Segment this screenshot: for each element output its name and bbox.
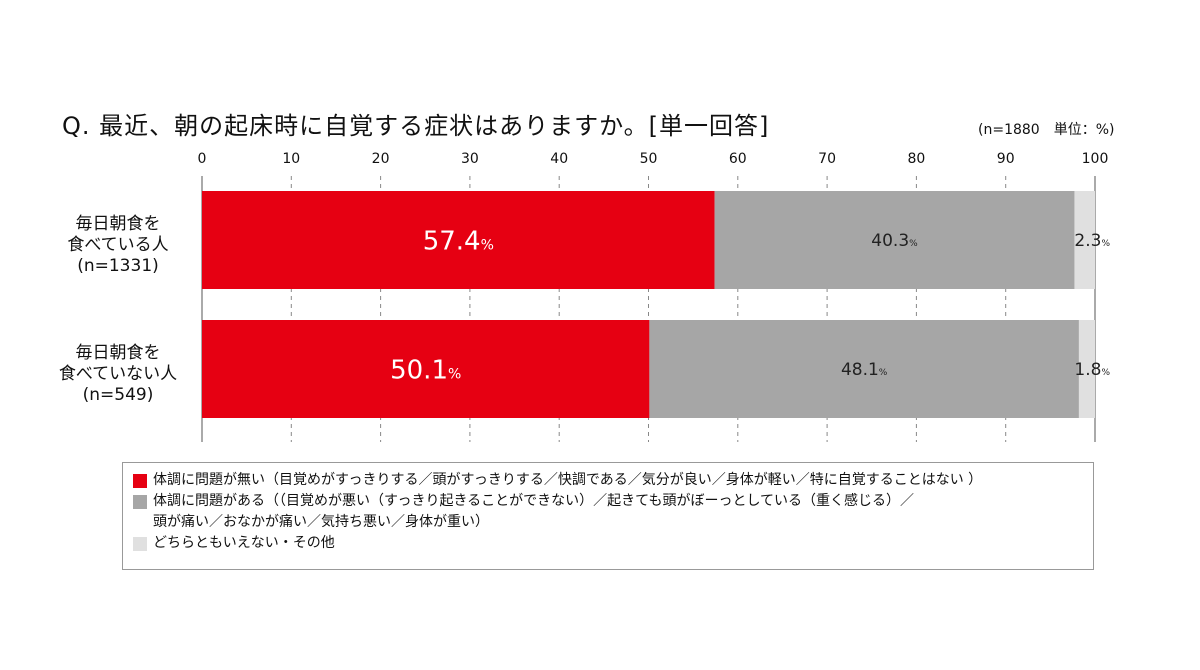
data-label: 50.1% xyxy=(390,355,461,385)
legend-label-no-problem: 体調に問題が無い（目覚めがすっきりする／頭がすっきりする／快調である／気分が良い… xyxy=(153,472,983,488)
legend-item-no-problem: 体調に問題が無い（目覚めがすっきりする／頭がすっきりする／快調である／気分が良い… xyxy=(133,470,1083,491)
bar-problem xyxy=(714,191,1075,289)
chart-title: Q. 最近、朝の起床時に自覚する症状はありますか。[単一回答] xyxy=(62,112,770,140)
x-tick-label: 80 xyxy=(907,151,925,167)
bar-no_problem xyxy=(202,320,650,418)
data-label: 1.8% xyxy=(1074,360,1110,380)
x-tick-label: 20 xyxy=(372,151,390,167)
category-label: 毎日朝食を xyxy=(76,343,161,363)
legend-label-other: どちらともいえない・その他 xyxy=(153,535,335,551)
legend-item-problem: 体調に問題がある（（目覚めが悪い（すっきり起きることができない）／起きても頭がぼ… xyxy=(133,491,1083,512)
data-label: 48.1% xyxy=(841,360,888,380)
bar-no_problem xyxy=(202,191,715,289)
category-label: 毎日朝食を xyxy=(76,214,161,234)
category-label: 食べている人 xyxy=(67,235,168,255)
legend: 体調に問題が無い（目覚めがすっきりする／頭がすっきりする／快調である／気分が良い… xyxy=(122,462,1094,570)
x-tick-label: 70 xyxy=(818,151,836,167)
bar-other xyxy=(1074,191,1095,289)
category-label: 食べていない人 xyxy=(59,364,177,384)
x-tick-label: 50 xyxy=(640,151,658,167)
x-tick-label: 90 xyxy=(997,151,1015,167)
legend-swatch-problem xyxy=(133,495,147,509)
category-label: (n=549) xyxy=(83,385,154,405)
bar-other xyxy=(1078,320,1095,418)
stacked-bar-chart: 0 10 20 30 40 50 60 70 80 90 100 57.4% 40.3% 2.3% 毎日朝食… xyxy=(59,151,1110,442)
data-label: 57.4% xyxy=(423,226,494,256)
legend-swatch-no-problem xyxy=(133,474,147,488)
data-label: 2.3% xyxy=(1074,231,1110,251)
legend-item-other: どちらともいえない・その他 xyxy=(133,533,1083,554)
x-tick-label: 0 xyxy=(198,151,207,167)
legend-swatch-other xyxy=(133,537,147,551)
legend-label-problem: 体調に問題がある（（目覚めが悪い（すっきり起きることができない）／起きても頭がぼ… xyxy=(153,493,915,509)
x-tick-label: 10 xyxy=(282,151,300,167)
x-tick-label: 30 xyxy=(461,151,479,167)
bar-problem xyxy=(649,320,1079,418)
legend-label-problem-continued: 頭が痛い／おなかが痛い／気持ち悪い／身体が重い） xyxy=(153,514,489,530)
x-tick-label: 40 xyxy=(550,151,568,167)
x-tick-label: 60 xyxy=(729,151,747,167)
x-tick-label: 100 xyxy=(1082,151,1109,167)
data-label: 40.3% xyxy=(871,231,918,251)
unit-note: (n=1880 単位：%) xyxy=(978,122,1115,138)
category-label: (n=1331) xyxy=(77,256,159,276)
